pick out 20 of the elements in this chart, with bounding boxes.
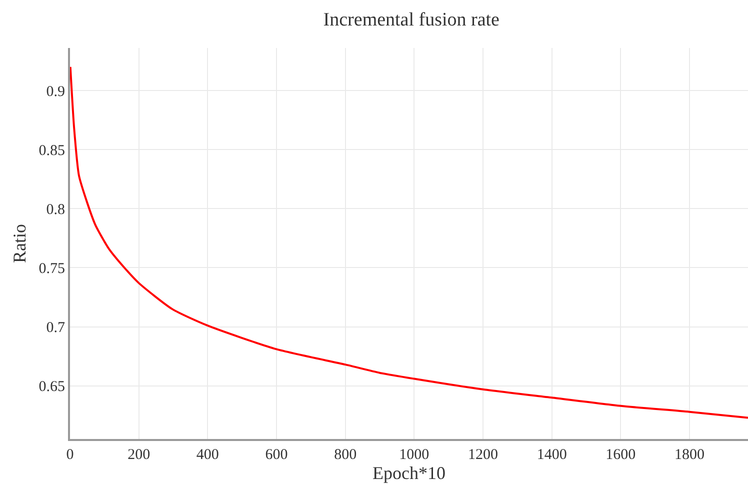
x-tick-label: 1600 [606,447,636,463]
x-axis-title: Epoch*10 [372,463,446,483]
y-tick-label: 0.7 [46,320,66,336]
y-tick-label: 0.65 [38,379,65,396]
x-tick-label: 800 [334,447,357,463]
y-tick-label: 0.8 [46,202,65,218]
x-tick-label: 1400 [536,447,567,463]
x-tick-label: 400 [196,447,219,463]
x-tick-label: 600 [265,447,288,463]
x-tick-label: 1000 [399,447,430,463]
x-tick-label: 200 [128,447,150,463]
y-axis-title: Ratio [9,224,30,263]
x-tick-label: 0 [66,447,74,463]
x-tick-label: 1200 [468,447,498,463]
y-tick-label: 0.9 [46,84,65,100]
x-tick-label: 1800 [674,447,704,463]
y-tick-label: 0.75 [38,260,65,277]
chart-title: Incremental fusion rate [323,9,500,30]
line-series [70,66,748,419]
y-tick-label: 0.85 [38,142,65,159]
